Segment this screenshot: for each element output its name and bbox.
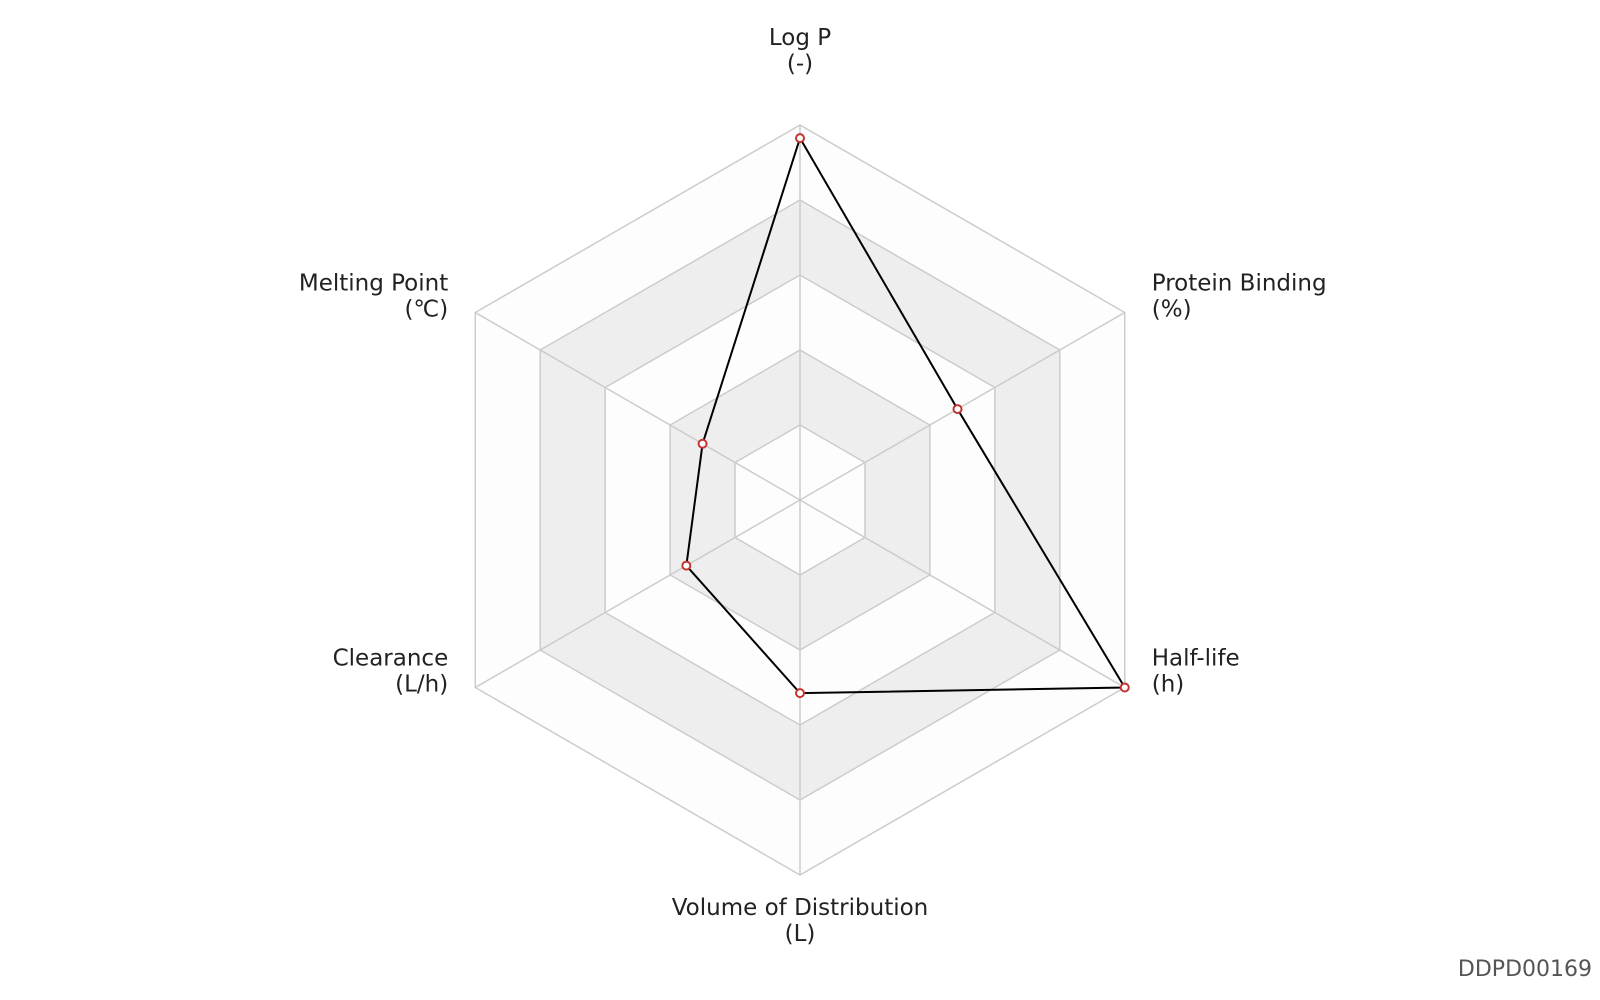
data-point bbox=[795, 133, 805, 144]
axis-unit: (℃) bbox=[404, 297, 448, 323]
axis-name: Log P bbox=[769, 25, 831, 51]
watermark: DDPD00169 bbox=[1458, 957, 1592, 982]
axis-unit: (h) bbox=[1152, 672, 1185, 698]
axis-line bbox=[799, 499, 1126, 689]
axis-unit: (L/h) bbox=[395, 672, 448, 698]
axis-name: Volume of Distribution bbox=[672, 895, 929, 921]
axis-line bbox=[474, 311, 801, 501]
axis-name: Protein Binding bbox=[1152, 271, 1327, 297]
axis-line bbox=[799, 311, 1126, 501]
axis-name: Melting Point bbox=[299, 271, 448, 297]
data-point bbox=[952, 404, 963, 415]
data-point bbox=[795, 688, 805, 699]
axis-unit: (L) bbox=[785, 921, 816, 947]
data-point bbox=[697, 438, 708, 449]
axis-name: Clearance bbox=[333, 646, 449, 672]
data-point bbox=[681, 560, 692, 571]
axis-unit: (%) bbox=[1152, 297, 1192, 323]
axis-unit: (-) bbox=[787, 51, 813, 77]
axis-line bbox=[474, 499, 801, 689]
axis-name: Half-life bbox=[1152, 646, 1240, 672]
data-point bbox=[1119, 682, 1130, 693]
